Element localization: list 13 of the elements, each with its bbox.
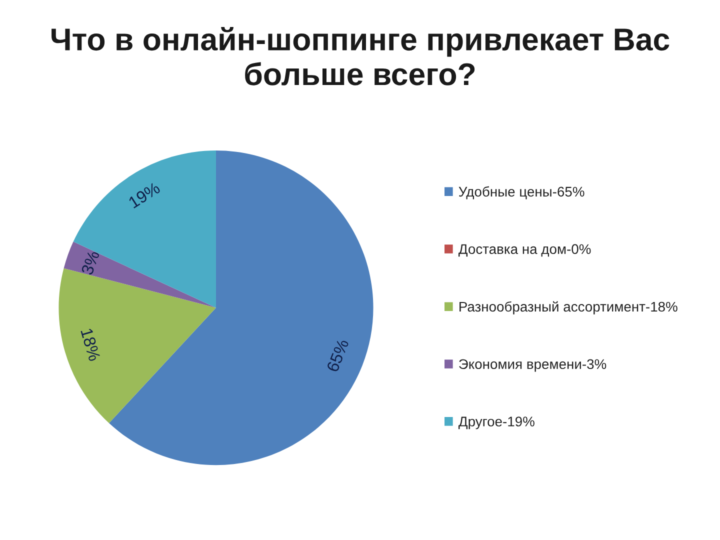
pie-slice — [64, 242, 216, 308]
data-label: 3% — [80, 250, 100, 276]
legend-label: Удобные цены-65% — [458, 186, 584, 200]
legend-label: Доставка на дом-0% — [458, 244, 591, 257]
data-label: 18% — [80, 328, 101, 362]
pie-slice — [73, 150, 216, 308]
legend-label: Экономия времени-3% — [459, 359, 606, 372]
legend-label: Разнообразный ассортимент-18% — [460, 301, 678, 314]
data-label: 19% — [128, 182, 161, 209]
legend-label: Другое-19% — [458, 416, 534, 430]
pie-slice — [109, 150, 374, 466]
data-label: 65% — [326, 338, 350, 372]
chart-title: Что в онлайн-шоппинге привлекает Вас больше всего? — [52, 27, 670, 86]
